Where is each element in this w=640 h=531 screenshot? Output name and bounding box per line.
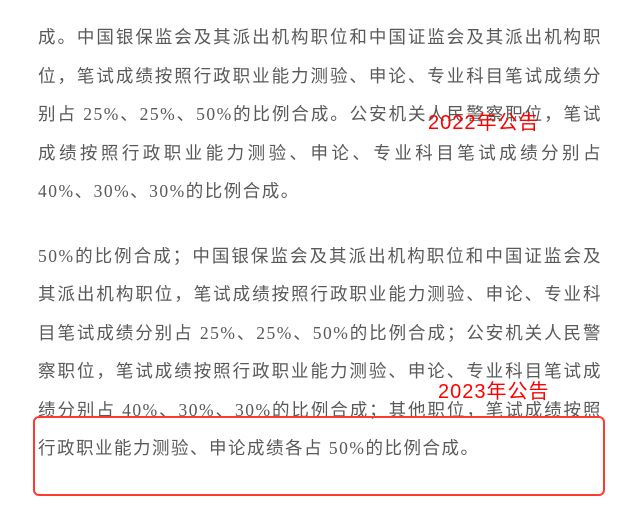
annotation-2022: 2022年公告 [428, 106, 540, 135]
annotation-2023: 2023年公告 [438, 375, 550, 404]
document-page: 成。中国银保监会及其派出机构职位和中国证监会及其派出机构职位，笔试成绩按照行政职… [0, 0, 640, 514]
paragraph-2023: 50%的比例合成；中国银保监会及其派出机构职位和中国证监会及其派出机构职位，笔试… [38, 237, 602, 468]
